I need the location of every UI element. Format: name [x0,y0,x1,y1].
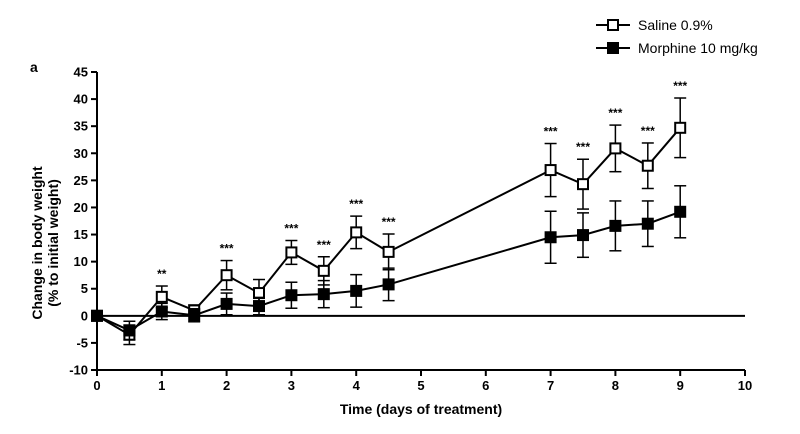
x-tick-label: 0 [93,378,100,393]
series-layer [91,97,687,346]
data-point-saline [674,121,687,134]
data-point-saline [609,142,622,155]
significance-marker: *** [544,125,558,139]
y-tick-label: 45 [74,65,88,80]
data-point-morphine [674,205,687,218]
data-point-morphine [317,288,330,301]
significance-marker: ** [157,267,167,281]
x-tick-label: 9 [677,378,684,393]
legend-marker-filled-square [607,42,619,54]
legend-label-morphine: Morphine 10 mg/kg [638,40,758,56]
data-point-morphine [123,324,136,337]
y-tick-label: 30 [74,146,88,161]
y-axis-title-line-1: Change in body weight [29,166,45,320]
data-point-saline [577,178,589,191]
legend: Saline 0.9% Morphine 10 mg/kg [596,17,758,56]
y-tick-label: 0 [81,308,88,323]
x-tick-label: 8 [612,378,619,393]
y-tick-label: 20 [74,200,88,215]
data-point-morphine [609,219,622,232]
y-axis-title-line-2: (% to initial weight) [45,179,61,307]
significance-marker: *** [641,124,655,138]
data-point-saline [544,164,557,177]
significance-marker: *** [220,242,234,256]
significance-marker: *** [673,79,687,93]
significance-marker: *** [576,140,590,154]
y-tick-label: 5 [81,281,88,296]
x-tick-label: 2 [223,378,230,393]
legend-marker-open-square [607,19,619,31]
legend-item-saline: Saline 0.9% [596,17,713,33]
significance-marker: *** [349,197,363,211]
data-point-morphine [155,305,168,318]
data-point-morphine [285,289,298,302]
data-point-saline [220,269,233,282]
data-point-morphine [382,278,395,291]
series-line-saline [96,127,681,337]
x-axis-title: Time (days of treatment) [340,401,502,417]
x-tick-label: 1 [158,378,165,393]
x-tick-label: 5 [417,378,424,393]
x-tick-label: 7 [547,378,554,393]
data-point-morphine [577,229,589,242]
y-tick-label: 35 [74,119,88,134]
x-tick-label: 4 [353,378,361,393]
y-axis-title: Change in body weight (% to initial weig… [29,166,61,320]
x-tick-label: 10 [738,378,752,393]
significance-marker: *** [382,215,396,229]
series-morphine [91,185,687,341]
x-tick-label: 6 [482,378,489,393]
y-tick-label: 25 [74,173,88,188]
legend-item-morphine: Morphine 10 mg/kg [596,40,758,56]
data-point-saline [253,287,265,300]
legend-label-saline: Saline 0.9% [638,17,713,33]
data-point-morphine [350,284,363,297]
data-point-saline [350,226,363,239]
significance-marker: *** [284,222,298,236]
y-tick-label: -5 [76,335,88,350]
data-point-morphine [220,297,233,310]
data-point-saline [155,290,168,303]
y-tick-label: 40 [74,92,88,107]
data-point-saline [641,159,654,172]
significance-layer: ******************************** [157,79,687,281]
data-point-morphine [544,231,557,244]
data-point-morphine [188,309,201,322]
x-tick-label: 3 [288,378,295,393]
data-point-saline [285,246,298,259]
data-point-morphine [91,309,103,322]
y-tick-label: 15 [74,227,88,242]
significance-marker: *** [317,238,331,252]
data-point-saline [317,264,330,277]
significance-marker: *** [608,106,622,120]
series-saline [91,97,687,346]
panel-label: a [30,59,38,75]
y-tick-label: 10 [74,254,88,269]
y-tick-label: -10 [69,363,88,378]
data-point-morphine [253,300,265,313]
data-point-saline [382,245,395,258]
data-point-morphine [641,217,654,230]
